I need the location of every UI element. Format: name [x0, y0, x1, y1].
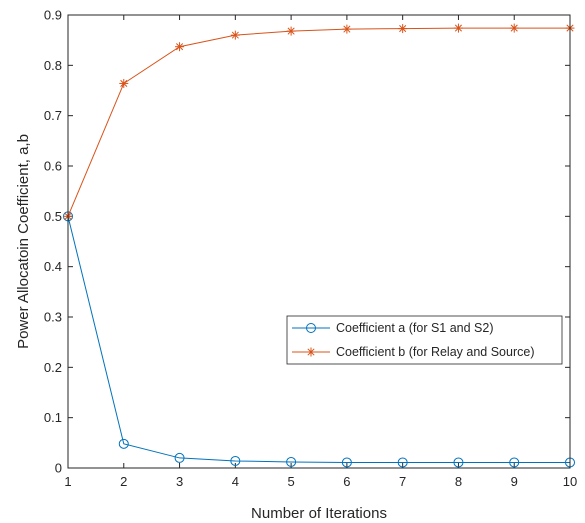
legend-asterisk [306, 347, 316, 357]
legend-label-b: Coefficient b (for Relay and Source) [336, 345, 534, 359]
asterisk-stroke [120, 79, 128, 88]
x-tick-label: 1 [64, 474, 71, 489]
asterisk-stroke [343, 25, 351, 33]
legend-marker-a [306, 323, 316, 333]
y-tick-label: 0.8 [44, 58, 62, 73]
data-point [509, 457, 520, 468]
series-line [67, 216, 570, 463]
legend-marker-b [306, 347, 316, 357]
y-tick-label: 0.6 [44, 159, 62, 174]
legend-label-a: Coefficient a (for S1 and S2) [336, 321, 494, 335]
x-tick-label: 8 [455, 474, 462, 489]
data-point [174, 452, 185, 463]
x-tick-label: 6 [343, 474, 350, 489]
asterisk-stroke [287, 27, 295, 35]
x-tick-label: 4 [232, 474, 239, 489]
series-layer [63, 23, 575, 468]
data-point [286, 456, 297, 467]
y-tick-label: 0.9 [44, 8, 62, 23]
axis-tick-labels: 1 2 3 4 5 6 7 8 9 10 0 0.1 0.2 0.3 0.4 0.5 0.6 0.7 0.8 0.9 [44, 8, 577, 490]
data-point [453, 23, 463, 33]
asterisk-stroke [454, 24, 462, 32]
data-point [509, 23, 519, 33]
series-line [67, 27, 570, 217]
asterisk-stroke [399, 25, 407, 33]
data-point [230, 455, 241, 466]
data-point [453, 457, 464, 468]
data-point [342, 24, 352, 34]
asterisk-stroke [176, 43, 184, 51]
plot-area [68, 15, 570, 468]
y-tick-label: 0.2 [44, 360, 62, 375]
x-tick-label: 10 [563, 474, 577, 489]
y-tick-label: 0.4 [44, 259, 62, 274]
y-axis-label: Power Allocatoin Coefficient, a,b [15, 134, 32, 349]
y-tick-label: 0.7 [44, 108, 62, 123]
data-point [341, 457, 352, 468]
legend: Coefficient a (for S1 and S2) Coefficien… [286, 315, 563, 365]
y-tick-label: 0 [55, 461, 62, 476]
asterisk-stroke [231, 31, 239, 39]
y-tick-label: 0.3 [44, 310, 62, 325]
asterisk-stroke [307, 348, 315, 356]
x-tick-label: 2 [120, 474, 127, 489]
legend-box [286, 315, 563, 365]
x-axis-label: Number of Iterations [251, 505, 387, 522]
data-point [118, 438, 129, 449]
x-tick-label: 5 [287, 474, 294, 489]
series-b [63, 23, 575, 221]
data-point [119, 78, 129, 88]
x-tick-label: 7 [399, 474, 406, 489]
y-tick-label: 0.5 [44, 209, 62, 224]
y-tick-label: 0.1 [44, 410, 62, 425]
asterisk-stroke [510, 24, 518, 32]
data-point [398, 24, 408, 34]
x-tick-label: 9 [511, 474, 518, 489]
plot-frame [67, 14, 571, 469]
data-point [286, 26, 296, 36]
data-point [230, 30, 240, 40]
x-tick-label: 3 [176, 474, 183, 489]
data-point [397, 457, 408, 468]
data-point [175, 42, 185, 52]
